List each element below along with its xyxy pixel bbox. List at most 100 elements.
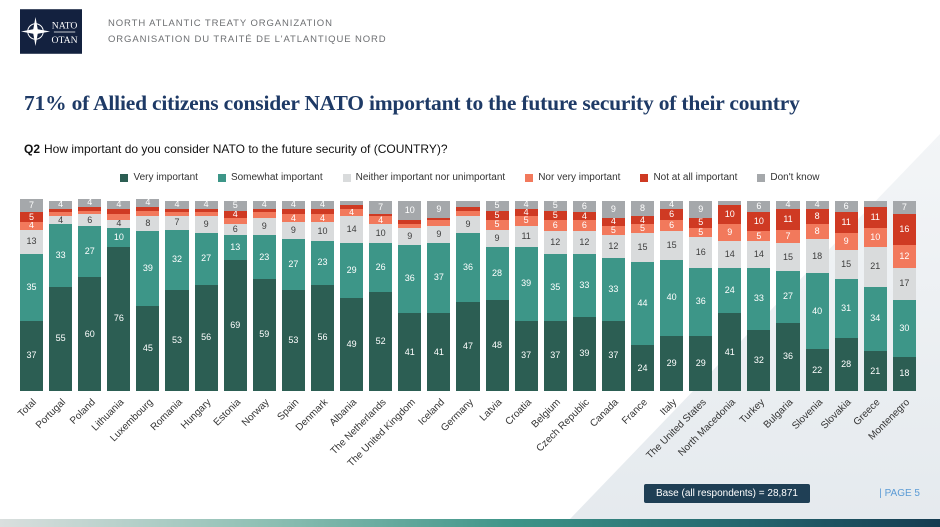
segment-dont_know: 5 [485,201,509,211]
stacked-bar: 24 44 15 5 4 8 [630,201,655,391]
segment-value-label: 5 [523,215,529,226]
segment-neither_important_nor_unimportant: 15 [660,231,684,260]
segment-value-label: 37 [521,350,532,361]
segment-neither_important_nor_unimportant: 8 [136,216,160,232]
legend-item-neither_important_nor_unimportant: Neither important nor unimportant [342,172,505,183]
segment-value-label: 37 [26,350,37,361]
segment-neither_important_nor_unimportant: 12 [572,231,596,255]
segment-not_at_all_important: 4 [572,211,596,220]
segment-value-label: 9 [407,230,413,241]
segment-nor_very_important: 5 [630,224,655,234]
segment-somewhat_important: 33 [572,254,596,317]
segment-value-label: 9 [610,204,616,215]
segment-nor_very_important [78,210,102,215]
segment-dont_know: 4 [514,200,538,209]
segment-value-label: 9 [843,236,849,247]
segment-value-label: 11 [783,213,793,224]
x-axis-label: Total [16,397,40,420]
stacked-bar: 53 32 7 4 [165,200,189,391]
segment-value-label: 9 [203,219,209,230]
segment-value-label: 5 [232,200,238,211]
segment-value-label: 12 [899,250,910,261]
segment-very_important: 24 [630,345,655,391]
segment-nor_very_important [427,220,451,226]
x-axis-label: Canada [588,397,622,430]
bar-column: 56 23 10 4 4 Denmark [294,195,335,433]
bar-column: 41 37 9 9 Iceland [416,195,451,428]
segment-dont_know: 5 [223,200,247,211]
segment-somewhat_important: 40 [660,259,684,336]
segment-very_important: 48 [485,299,509,391]
segment-not_at_all_important [165,208,189,213]
segment-dont_know: 9 [689,201,713,219]
segment-value-label: 33 [55,249,66,260]
stacked-bar: 29 40 15 6 6 4 [660,200,684,391]
segment-value-label: 32 [172,254,183,265]
bar-column: 49 29 14 4 Albania [328,195,364,428]
legend-label: Somewhat important [230,172,323,183]
segment-value-label: 9 [436,204,442,215]
legend-label: Don't know [770,172,820,183]
segment-value-label: 11 [841,217,851,228]
segment-value-label: 36 [695,296,706,307]
bar-column: 21 34 21 10 11 Greece [852,195,887,428]
x-axis-label: Romania [148,397,185,434]
segment-value-label: 29 [346,264,357,275]
slide-title: 71% of Allied citizens consider NATO imp… [24,91,800,115]
segment-very_important: 37 [601,320,625,391]
segment-value-label: 59 [259,329,270,340]
segment-value-label: 15 [841,259,852,270]
segment-value-label: 10 [404,205,415,216]
stacked-bar: 37 35 12 6 5 5 [543,201,567,391]
segment-nor_very_important [107,214,131,221]
segment-not_at_all_important: 11 [834,212,858,234]
segment-nor_very_important: 5 [689,227,713,238]
stacked-bar: 36 27 15 7 11 4 [776,200,800,391]
segment-value-label: 27 [201,253,212,264]
legend-swatch-icon [217,173,226,182]
segment-very_important: 60 [78,277,102,391]
legend-swatch-icon [525,173,534,182]
segment-nor_very_important: 5 [514,215,538,226]
segment-dont_know: 4 [776,200,800,209]
segment-value-label: 27 [288,259,299,270]
segment-somewhat_important: 36 [456,233,480,302]
segment-value-label: 4 [261,199,267,210]
segment-not_at_all_important [456,206,480,211]
segment-value-label: 76 [113,313,124,324]
segment-dont_know: 4 [660,200,684,209]
legend-item-somewhat_important: Somewhat important [217,172,323,183]
bar-column: 60 27 6 4 Poland [68,195,102,427]
x-axis-label: Czech Republic [534,397,593,455]
segment-somewhat_important: 34 [863,286,887,352]
segment-value-label: 23 [317,257,328,268]
segment-value-label: 30 [899,322,910,333]
segment-nor_very_important: 9 [834,233,858,251]
x-axis-label: Norway [240,397,273,429]
segment-very_important: 52 [369,292,393,391]
segment-very_important: 56 [310,284,335,391]
stacked-bar: 53 27 9 4 4 [281,200,305,391]
segment-value-label: 37 [608,350,619,361]
segment-very_important: 18 [892,356,916,391]
segment-value-label: 41 [433,346,444,357]
segment-value-label: 41 [724,346,735,357]
segment-value-label: 8 [145,218,151,229]
question-text: How important do you consider NATO to th… [44,142,448,156]
segment-dont_know: 4 [194,200,218,209]
segment-value-label: 10 [113,231,124,242]
x-axis-label: Latvia [478,397,505,424]
bar-column: 29 36 16 5 5 9 The United States [644,195,713,461]
segment-neither_important_nor_unimportant: 17 [892,267,916,300]
bar-column: 59 23 9 4 Norway [240,195,276,429]
segment-somewhat_important: 36 [689,267,713,336]
segment-dont_know: 9 [601,201,625,219]
segment-value-label: 4 [319,212,325,223]
header: NATO OTAN NORTH ATLANTIC TREATY ORGANIZA… [0,0,940,54]
segment-neither_important_nor_unimportant: 9 [281,221,305,240]
segment-very_important: 36 [776,322,800,391]
bar-column: 41 36 9 10 The United Kingdom [345,195,422,469]
segment-somewhat_important: 23 [252,235,276,279]
segment-neither_important_nor_unimportant: 6 [223,223,247,236]
